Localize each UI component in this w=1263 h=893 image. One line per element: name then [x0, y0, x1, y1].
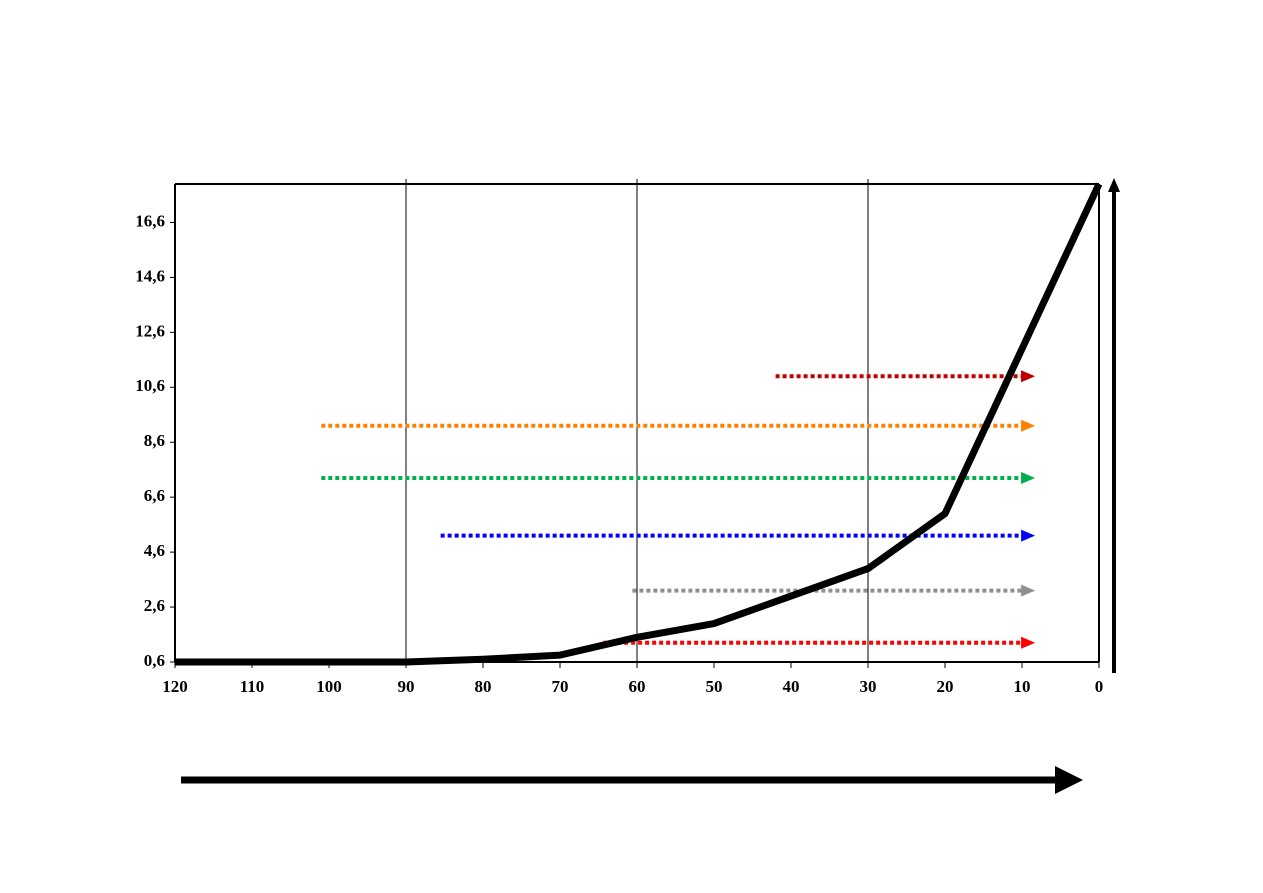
arrow-head [1021, 584, 1036, 597]
arrow-head [1021, 636, 1036, 649]
x-tick-label: 40 [783, 677, 800, 696]
x-tick-label: 100 [316, 677, 342, 696]
x-tick-label: 50 [706, 677, 723, 696]
arrow-head [1021, 370, 1036, 383]
arrow-head [1021, 419, 1036, 432]
x-tick-label: 80 [475, 677, 492, 696]
y-tick-label: 0,6 [144, 651, 165, 670]
y-tick-label: 4,6 [144, 541, 165, 560]
y-tick-label: 2,6 [144, 596, 165, 615]
x-tick-label: 90 [398, 677, 415, 696]
y-tick-label: 6,6 [144, 486, 165, 505]
arrow-head [1021, 471, 1036, 484]
arrow-head [1021, 529, 1036, 542]
y-tick-label: 10,6 [135, 376, 165, 395]
x-tick-label: 60 [629, 677, 646, 696]
y-tick-label: 12,6 [135, 321, 165, 340]
y-tick-label: 14,6 [135, 266, 165, 285]
x-tick-label: 30 [860, 677, 877, 696]
x-tick-label: 20 [937, 677, 954, 696]
vertical-arrow-head [1108, 178, 1120, 192]
x-tick-label: 110 [240, 677, 265, 696]
x-tick-label: 120 [162, 677, 188, 696]
y-tick-label: 8,6 [144, 431, 165, 450]
data-line [175, 182, 1103, 666]
y-tick-label: 16,6 [135, 211, 165, 230]
x-tick-label: 0 [1095, 677, 1104, 696]
x-tick-label: 70 [552, 677, 569, 696]
x-tick-label: 10 [1014, 677, 1031, 696]
